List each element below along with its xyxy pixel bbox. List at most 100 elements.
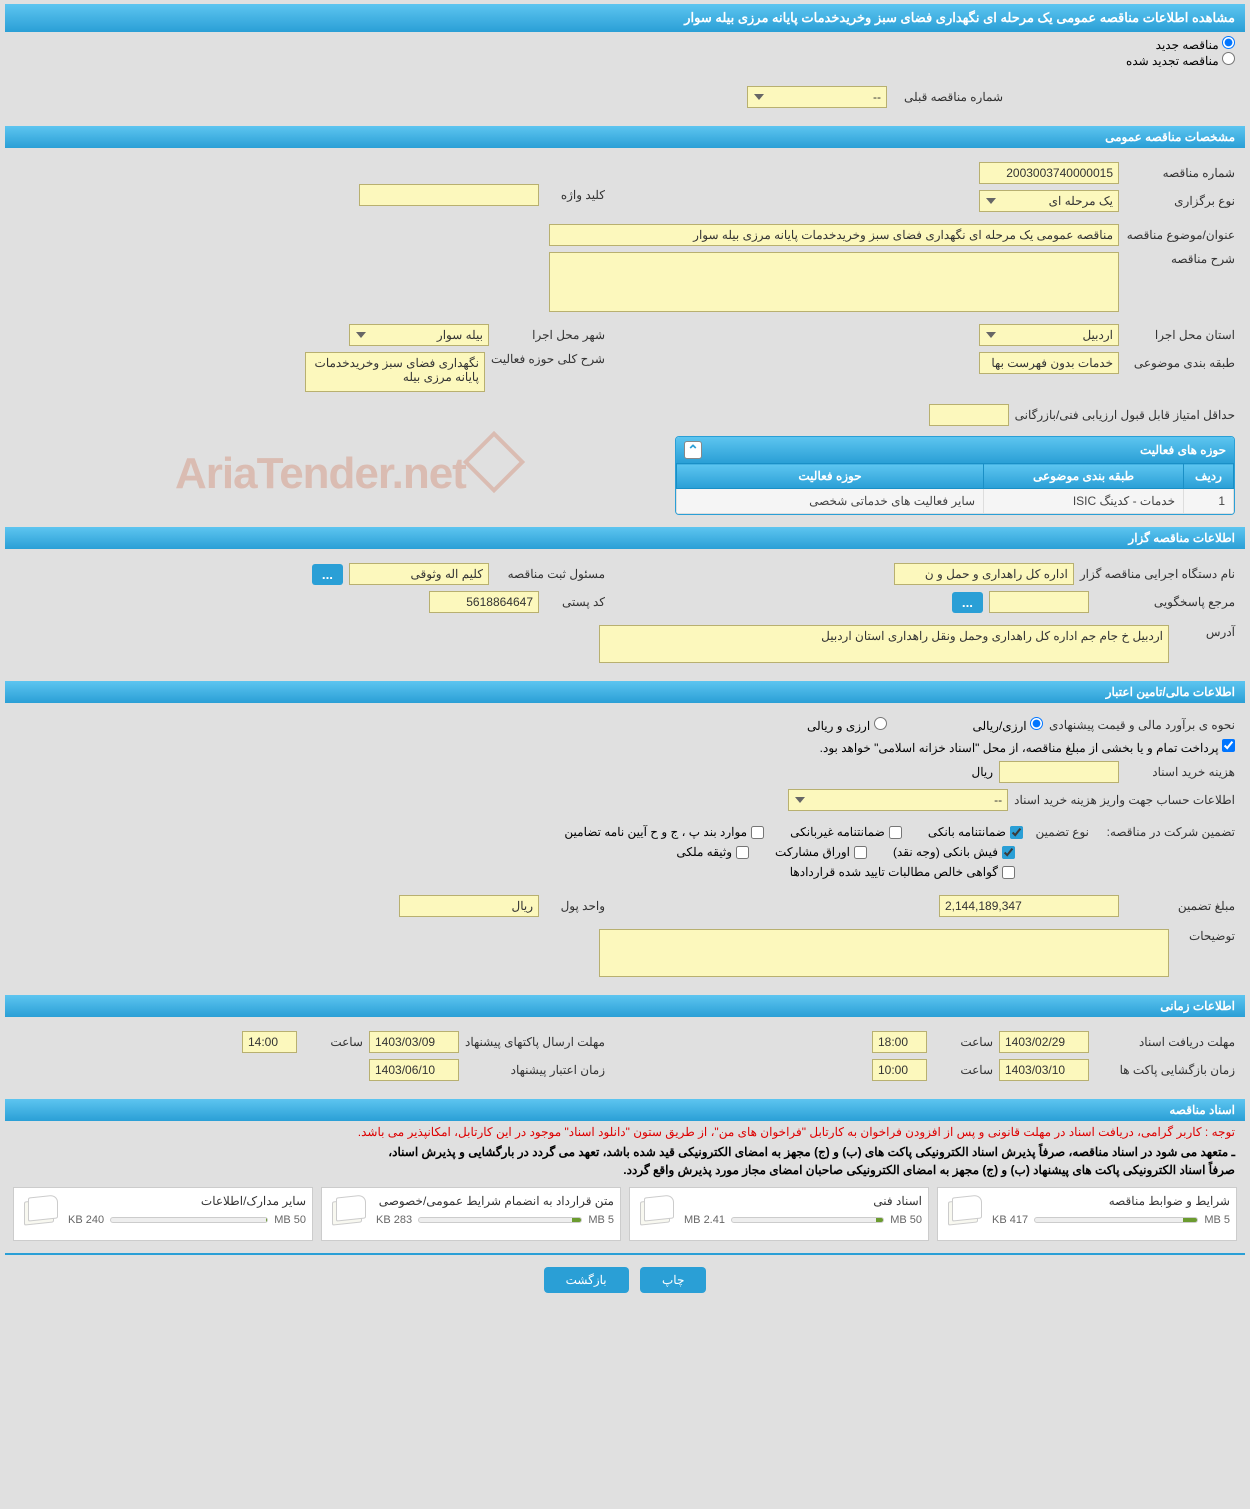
finance-notes-label: توضیحات xyxy=(1175,929,1235,943)
receive-time-input[interactable] xyxy=(872,1031,927,1053)
doc-title: اسناد فنی xyxy=(684,1194,922,1208)
radio-currency-both[interactable]: ارزی و ریالی xyxy=(807,717,887,733)
documents-grid: شرایط و ضوابط مناقصه 5 MB 417 KB اسناد ف… xyxy=(5,1179,1245,1249)
section-docs-header: اسناد مناقصه xyxy=(5,1099,1245,1121)
doc-card-tech[interactable]: اسناد فنی 50 MB 2.41 MB xyxy=(629,1187,929,1241)
registrar-label: مسئول ثبت مناقصه xyxy=(495,567,605,581)
receive-time-label: ساعت xyxy=(933,1035,993,1049)
guarantee-section-label: تضمین شرکت در مناقصه: xyxy=(1095,825,1235,839)
tender-number-label: شماره مناقصه xyxy=(1125,166,1235,180)
chk-bylaw-guarantee[interactable]: موارد بند پ ، ج و ح آیین نامه تضامین xyxy=(564,825,764,839)
keyword-label: کلید واژه xyxy=(545,188,605,202)
doc-used: 2.41 MB xyxy=(684,1214,725,1226)
chk-fish-guarantee[interactable]: فیش بانکی (وجه نقد) xyxy=(893,845,1015,859)
collapse-icon[interactable]: ⌃ xyxy=(684,441,702,459)
print-button[interactable]: چاپ xyxy=(640,1267,706,1293)
contact-lookup-button[interactable]: ... xyxy=(952,592,983,613)
account-select[interactable]: -- xyxy=(788,789,1008,811)
tender-number-input[interactable] xyxy=(979,162,1119,184)
chk-bank-guarantee[interactable]: ضمانتنامه بانکی xyxy=(928,825,1023,839)
province-select[interactable]: اردبیل xyxy=(979,324,1119,346)
doc-max: 50 MB xyxy=(890,1214,922,1226)
section-general-header: مشخصات مناقصه عمومی xyxy=(5,126,1245,148)
account-label: اطلاعات حساب جهت واریز هزینه خرید اسناد xyxy=(1014,793,1235,807)
back-button[interactable]: بازگشت xyxy=(544,1267,629,1293)
finance-notes-textarea[interactable] xyxy=(599,929,1169,977)
folder-icon xyxy=(636,1194,676,1234)
col-scope: حوزه فعالیت xyxy=(677,464,984,489)
docs-note-3: صرفاً اسناد الکترونیکی پاکت های پیشنهاد … xyxy=(5,1161,1245,1179)
city-select[interactable]: بیله سوار xyxy=(349,324,489,346)
tender-title-input[interactable] xyxy=(549,224,1119,246)
radio-renewed-tender[interactable]: مناقصه تجدید شده xyxy=(1126,54,1235,68)
unit-input[interactable] xyxy=(399,895,539,917)
receive-deadline-label: مهلت دریافت اسناد xyxy=(1095,1035,1235,1049)
doc-card-contract[interactable]: متن قرارداد به انضمام شرایط عمومی/خصوصی … xyxy=(321,1187,621,1241)
guarantee-amount-input[interactable] xyxy=(939,895,1119,917)
credit-label: زمان اعتبار پیشنهاد xyxy=(465,1063,605,1077)
send-deadline-label: مهلت ارسال پاکتهای پیشنهاد xyxy=(465,1035,605,1049)
city-label: شهر محل اجرا xyxy=(495,328,605,342)
chk-clearance-guarantee[interactable]: گواهی خالص مطالبات تایید شده قراردادها xyxy=(790,865,1015,879)
doc-used: 417 KB xyxy=(992,1214,1028,1226)
guarantee-amount-label: مبلغ تضمین xyxy=(1125,899,1235,913)
col-class: طبقه بندی موضوعی xyxy=(984,464,1184,489)
contact-label: مرجع پاسخگویی xyxy=(1095,595,1235,609)
section-time-header: اطلاعات زمانی xyxy=(5,995,1245,1017)
classification-label: طبقه بندی موضوعی xyxy=(1125,356,1235,370)
min-score-input[interactable] xyxy=(929,404,1009,426)
doc-used: 283 KB xyxy=(376,1214,412,1226)
doc-max: 5 MB xyxy=(1204,1214,1230,1226)
radio-currency-rial[interactable]: ارزی/ریالی xyxy=(973,717,1043,733)
folder-icon xyxy=(20,1194,60,1234)
send-time-label: ساعت xyxy=(303,1035,363,1049)
tender-type-select[interactable]: یک مرحله ای xyxy=(979,190,1119,212)
col-idx: ردیف xyxy=(1184,464,1234,489)
credit-date-input[interactable] xyxy=(369,1059,459,1081)
doc-card-conditions[interactable]: شرایط و ضوابط مناقصه 5 MB 417 KB xyxy=(937,1187,1237,1241)
classification-input[interactable] xyxy=(979,352,1119,374)
prev-tender-number-select[interactable]: -- xyxy=(747,86,887,108)
open-time-label: ساعت xyxy=(933,1063,993,1077)
chk-deed-guarantee[interactable]: وثیقه ملکی xyxy=(676,845,749,859)
prev-tender-number-label: شماره مناقصه قبلی xyxy=(893,90,1003,104)
guarantee-type-label: نوع تضمین xyxy=(1029,825,1089,839)
min-score-label: حداقل امتیاز قابل قبول ارزیابی فنی/بازرگ… xyxy=(1015,408,1235,422)
send-date-input[interactable] xyxy=(369,1031,459,1053)
org-label: نام دستگاه اجرایی مناقصه گزار xyxy=(1080,567,1235,581)
section-finance-header: اطلاعات مالی/تامین اعتبار xyxy=(5,681,1245,703)
registrar-lookup-button[interactable]: ... xyxy=(312,564,343,585)
doc-max: 5 MB xyxy=(588,1214,614,1226)
chk-bonds-guarantee[interactable]: اوراق مشارکت xyxy=(775,845,867,859)
doc-title: سایر مدارک/اطلاعات xyxy=(68,1194,306,1208)
doc-cost-input[interactable] xyxy=(999,761,1119,783)
org-input[interactable] xyxy=(894,563,1074,585)
docs-note-red: توجه : کاربر گرامی، دریافت اسناد در مهلت… xyxy=(5,1121,1245,1143)
open-date-input[interactable] xyxy=(999,1059,1089,1081)
payment-note-check[interactable]: پرداخت تمام و یا بخشی از مبلغ مناقصه، از… xyxy=(820,739,1235,755)
doc-card-other[interactable]: سایر مدارک/اطلاعات 50 MB 240 KB xyxy=(13,1187,313,1241)
contact-input[interactable] xyxy=(989,591,1089,613)
radio-new-tender[interactable]: مناقصه جدید xyxy=(1156,38,1235,52)
activity-panel-title: حوزه های فعالیت xyxy=(1140,443,1226,457)
doc-title: شرایط و ضوابط مناقصه xyxy=(992,1194,1230,1208)
keyword-input[interactable] xyxy=(359,184,539,206)
tender-title-label: عنوان/موضوع مناقصه xyxy=(1125,228,1235,242)
table-row: 1 خدمات - کدینگ ISIC سایر فعالیت های خدم… xyxy=(677,489,1234,514)
folder-icon xyxy=(328,1194,368,1234)
docs-note-2: ـ متعهد می شود در اسناد مناقصه، صرفاً پذ… xyxy=(5,1143,1245,1161)
doc-used: 240 KB xyxy=(68,1214,104,1226)
tender-desc-textarea[interactable] xyxy=(549,252,1119,312)
send-time-input[interactable] xyxy=(242,1031,297,1053)
scope-textarea[interactable]: نگهداری فضای سبز وخریدخدمات پایانه مرزی … xyxy=(305,352,485,392)
registrar-input[interactable] xyxy=(349,563,489,585)
folder-icon xyxy=(944,1194,984,1234)
section-holder-header: اطلاعات مناقصه گزار xyxy=(5,527,1245,549)
postal-input[interactable] xyxy=(429,591,539,613)
chk-nonbank-guarantee[interactable]: ضمانتنامه غیربانکی xyxy=(790,825,902,839)
open-time-input[interactable] xyxy=(872,1059,927,1081)
estimate-method-label: نحوه ی برآورد مالی و قیمت پیشنهادی xyxy=(1049,718,1235,732)
address-textarea[interactable]: اردبیل خ جام جم اداره کل راهداری وحمل ون… xyxy=(599,625,1169,663)
activity-table: ردیف طبقه بندی موضوعی حوزه فعالیت 1 خدما… xyxy=(676,463,1234,514)
receive-date-input[interactable] xyxy=(999,1031,1089,1053)
